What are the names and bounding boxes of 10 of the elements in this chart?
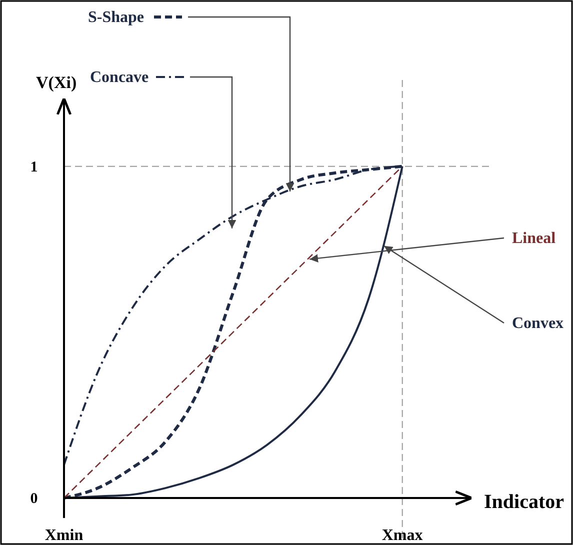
y-axis-title: V(Xi) xyxy=(36,73,77,92)
x-tick-label: Xmin xyxy=(44,527,84,544)
y-tick-label: 1 xyxy=(30,159,38,176)
x-tick-label: Xmax xyxy=(382,527,423,544)
legend-label: Concave xyxy=(90,69,149,86)
text: Lineal xyxy=(512,230,556,247)
text: Convex xyxy=(512,315,564,332)
legend-label: S-Shape xyxy=(88,9,144,26)
x-axis-title: Indicator xyxy=(484,491,564,513)
y-tick-label: 0 xyxy=(30,491,38,507)
